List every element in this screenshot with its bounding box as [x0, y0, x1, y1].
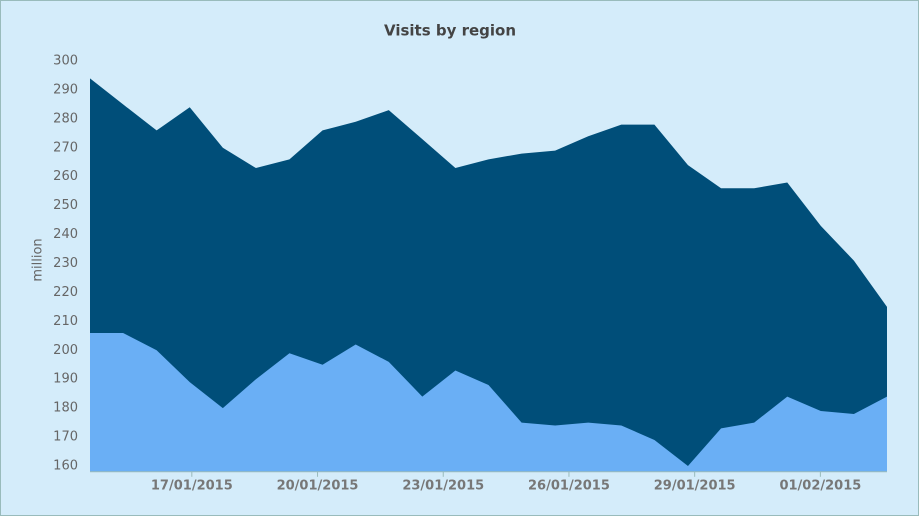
y-tick-label: 240	[53, 227, 78, 242]
x-tick-label: 29/01/2015	[654, 478, 736, 493]
x-tick-label: 23/01/2015	[402, 478, 484, 493]
chart-title: Visits by region	[384, 22, 516, 40]
x-tick-label: 01/02/2015	[779, 478, 861, 493]
y-tick-label: 250	[53, 198, 78, 213]
y-tick-label: 220	[53, 285, 78, 300]
y-tick-label: 230	[53, 256, 78, 271]
y-axis-label: million	[31, 238, 46, 281]
y-tick-label: 160	[53, 459, 78, 474]
y-tick-label: 200	[53, 343, 78, 358]
area	[90, 332, 887, 472]
y-tick-label: 270	[53, 140, 78, 155]
x-tick-label: 26/01/2015	[528, 478, 610, 493]
x-tick-label: 20/01/2015	[277, 478, 359, 493]
y-tick-label: 300	[53, 54, 78, 69]
y-tick-label: 210	[53, 314, 78, 329]
y-tick-label: 170	[53, 430, 78, 445]
y-tick-label: 280	[53, 111, 78, 126]
x-tick-label: 17/01/2015	[151, 478, 233, 493]
y-tick-label: 260	[53, 169, 78, 184]
y-tick-label: 290	[53, 82, 78, 97]
y-tick-label: 180	[53, 401, 78, 416]
y-tick-label: 190	[53, 372, 78, 387]
